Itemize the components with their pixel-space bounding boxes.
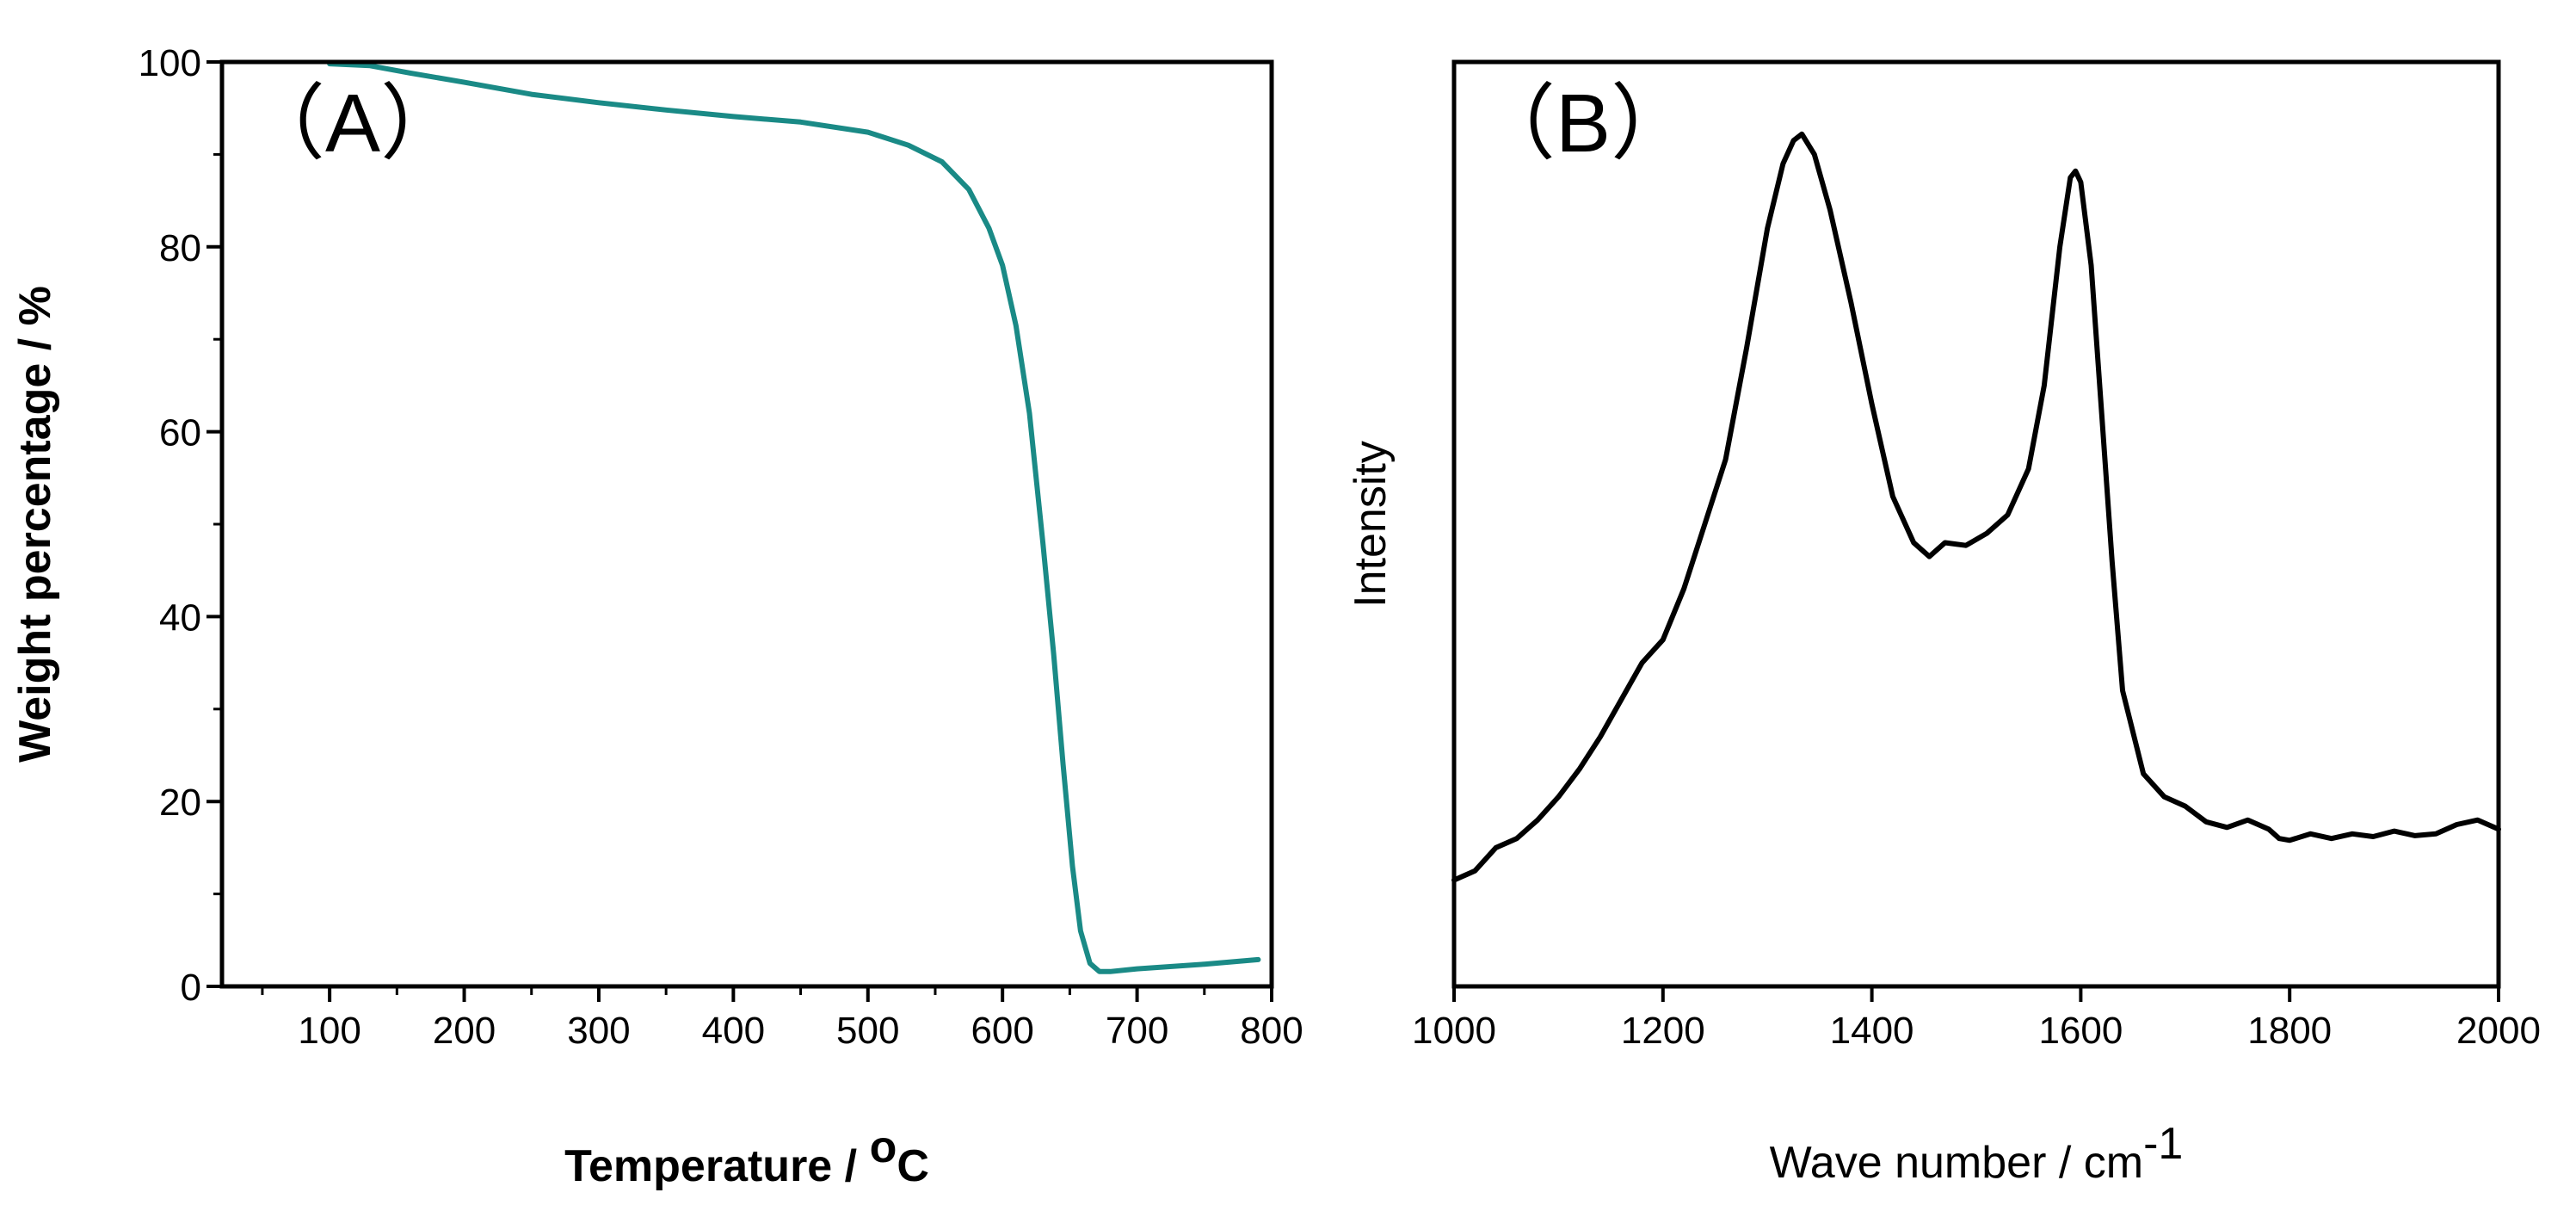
panel-b-x-tick-label: 1000	[1412, 1010, 1496, 1052]
panel-a-y-tick-label: 100	[139, 42, 201, 84]
panel-a-chart: 100 200 300 400 500 600 700 800 0 20 40 60 80 100 （A）…	[10, 42, 1303, 1191]
panel-a-label: （A）	[243, 77, 463, 170]
panel-a-y-tick-label: 40	[159, 596, 201, 639]
panel-a-x-axis-title-text: Temperature /	[564, 1141, 869, 1191]
panel-a-series-line	[327, 61, 1261, 974]
panel-a-y-tick-label: 80	[159, 227, 201, 269]
panel-b-series-line	[1451, 131, 2501, 883]
panel-b-x-tick-label: 1400	[1830, 1010, 1914, 1052]
panel-b-x-tick-label: 1600	[2038, 1010, 2123, 1052]
panel-a-x-tick-label: 800	[1240, 1010, 1303, 1052]
panel-a-x-tick-label: 500	[836, 1010, 899, 1052]
panel-b-y-axis-title: Intensity	[1346, 441, 1396, 608]
panel-b-x-axis-title-exponent: -1	[2143, 1119, 2183, 1169]
panel-b-x-axis-title: Wave number / cm-1	[1770, 1119, 2184, 1188]
panel-a-y-tick-label: 0	[181, 967, 201, 1009]
panel-b-ticks	[1452, 986, 2500, 1002]
panel-b-tick-labels: 1000 1200 1400 1600 1800 2000	[1412, 1010, 2541, 1052]
panel-a-x-tick-label: 300	[567, 1010, 630, 1052]
panel-a-y-tick-label: 60	[159, 412, 201, 454]
panel-a-y-tick-label: 20	[159, 782, 201, 824]
panel-a-x-tick-label: 600	[971, 1010, 1033, 1052]
panel-a-x-tick-label: 700	[1106, 1010, 1168, 1052]
panel-a-plot-frame	[219, 59, 1274, 989]
panel-b-chart: 1000 1200 1400 1600 1800 2000 （B） Wave number…	[1346, 59, 2541, 1188]
panel-a-ticks	[206, 60, 1273, 1002]
panel-b-x-tick-label: 1200	[1621, 1010, 1705, 1052]
panel-a-y-axis-title: Weight percentage / %	[10, 286, 60, 763]
panel-a-x-tick-label: 100	[298, 1010, 361, 1052]
panel-b-plot-frame	[1451, 59, 2501, 989]
panel-a-x-tick-label: 400	[702, 1010, 765, 1052]
panel-a-x-axis-title: Temperature / oC	[564, 1122, 929, 1191]
panel-b-x-tick-label: 1800	[2247, 1010, 2332, 1052]
panel-b-label: （B）	[1473, 77, 1693, 170]
panel-a-x-tick-label: 200	[433, 1010, 496, 1052]
panel-b-series	[1451, 131, 2501, 883]
panel-a-series	[327, 61, 1261, 974]
panel-a-x-axis-title-unit: C	[897, 1141, 929, 1191]
panel-b-x-tick-label: 2000	[2456, 1010, 2541, 1052]
panel-a-tick-labels: 100 200 300 400 500 600 700 800 0 20 40 60 80 100	[139, 42, 1303, 1052]
panel-a-x-axis-title-degree: o	[870, 1122, 897, 1172]
panel-b-x-axis-title-text: Wave number / cm	[1770, 1138, 2143, 1188]
